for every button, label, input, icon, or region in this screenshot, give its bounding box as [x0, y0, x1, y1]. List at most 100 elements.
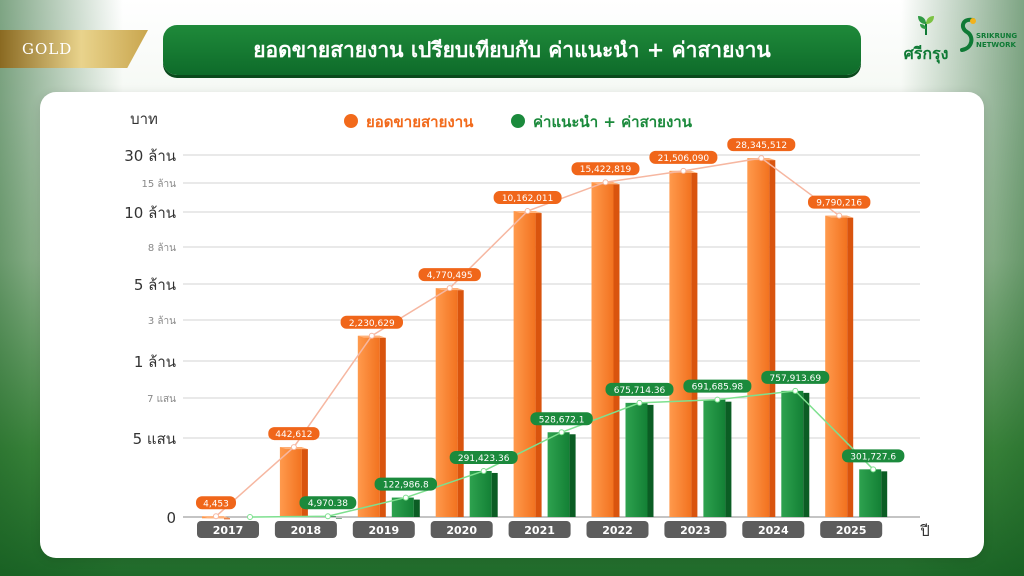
- sales-bar-side: [691, 172, 698, 518]
- commission-bar-side: [569, 434, 576, 517]
- sales-data-label-bg: [808, 195, 871, 209]
- sales-bar: [513, 211, 536, 517]
- sales-bar-side: [224, 518, 230, 520]
- commission-bar-side: [725, 401, 732, 517]
- commission-point: [480, 467, 487, 474]
- x-tick-pill: [586, 521, 649, 538]
- network-logo-line1: SRIKRUNG: [976, 32, 1018, 40]
- commission-point: [636, 399, 643, 406]
- sales-point: [602, 179, 609, 186]
- commission-point: [324, 513, 331, 520]
- sales-bar-side: [535, 213, 542, 517]
- sales-point: [836, 212, 843, 219]
- y-tick-label: 8 ล้าน: [148, 242, 176, 254]
- commission-data-label: 291,423.36: [458, 454, 510, 464]
- y-tick-label: 1 ล้าน: [134, 353, 176, 371]
- commission-point: [792, 387, 799, 394]
- sales-data-label-bg: [571, 162, 640, 176]
- sales-point: [290, 444, 297, 451]
- commission-point: [870, 466, 877, 473]
- commission-bar-side: [413, 499, 420, 517]
- sales-data-label: 15,422,819: [580, 165, 632, 175]
- commission-bar: [781, 390, 804, 517]
- x-tick-pill: [742, 521, 805, 538]
- sales-point: [446, 285, 453, 292]
- commission-data-label-bg: [761, 370, 830, 384]
- sales-point: [368, 332, 375, 339]
- legend-sales-swatch: [344, 114, 358, 128]
- x-tick-pill: [197, 521, 259, 538]
- commission-data-label: 122,986.8: [383, 481, 429, 491]
- commission-bar: [703, 399, 726, 517]
- sales-data-label-bg: [649, 150, 718, 164]
- x-tick-label: 2025: [836, 524, 867, 537]
- y-tick-label: 30 ล้าน: [124, 147, 176, 165]
- x-tick-label: 2020: [446, 524, 477, 537]
- sales-bar-side: [847, 217, 854, 518]
- sales-bar-side: [301, 449, 308, 517]
- commission-bar-side: [803, 392, 810, 517]
- x-tick-label: 2023: [680, 524, 711, 537]
- leaf-icon: [918, 16, 934, 35]
- x-tick-pill: [508, 521, 571, 538]
- page-title: ยอดขายสายงาน เปรียบเทียบกับ ค่าแนะนำ + ค…: [163, 25, 861, 75]
- commission-point: [247, 514, 253, 520]
- commission-data-label: 675,714.36: [614, 386, 666, 396]
- sales-data-label: 4,770,495: [427, 271, 473, 281]
- srikrung-logo: ศรีกรุง: [898, 14, 954, 70]
- x-tick-label: 2017: [213, 524, 244, 537]
- sales-point: [213, 513, 219, 520]
- gold-badge-label: GOLD: [22, 40, 73, 58]
- commission-data-label-bg: [374, 477, 437, 491]
- network-s-icon: [960, 17, 976, 52]
- srikrung-logo-text: ศรีกรุง: [903, 44, 949, 63]
- y-axis-label: บาท: [130, 110, 158, 128]
- commission-bar-side: [335, 518, 342, 519]
- y-tick-label: 10 ล้าน: [124, 204, 176, 222]
- x-tick-label: 2022: [602, 524, 633, 537]
- x-tick-label: 2018: [291, 524, 322, 537]
- commission-data-label-bg: [530, 412, 593, 426]
- sales-point: [758, 155, 765, 162]
- sales-data-label: 21,506,090: [658, 154, 710, 164]
- sales-data-label: 10,162,011: [502, 194, 554, 204]
- x-tick-label: 2024: [758, 524, 789, 537]
- sales-data-label: 9,790,216: [816, 199, 862, 209]
- x-tick-pill: [820, 521, 883, 538]
- legend-commission-swatch: [511, 114, 525, 128]
- y-tick-label: 0: [166, 509, 176, 527]
- sales-data-label-bg: [268, 427, 320, 441]
- commission-data-label: 528,672.1: [539, 415, 585, 425]
- sales-bar-side: [613, 184, 620, 517]
- x-tick-pill: [352, 521, 415, 538]
- sales-data-label-bg: [727, 138, 796, 152]
- sales-bar: [825, 215, 848, 518]
- commission-data-label: 301,727.6: [850, 452, 896, 462]
- sales-data-label: 2,230,629: [349, 319, 395, 329]
- x-axis-label: ปี: [919, 522, 929, 540]
- sales-bar: [435, 288, 458, 517]
- commission-data-label-bg: [683, 379, 752, 393]
- sales-data-label-bg: [340, 315, 403, 329]
- y-tick-label: 5 ล้าน: [134, 276, 176, 294]
- y-tick-label: 5 แสน: [133, 430, 176, 448]
- sales-data-label-bg: [196, 496, 236, 510]
- sales-data-label-bg: [493, 191, 562, 205]
- commission-point: [558, 429, 565, 436]
- commission-data-label-bg: [605, 382, 674, 396]
- sales-bar: [357, 335, 380, 517]
- commission-data-label-bg: [449, 450, 518, 464]
- sales-bar: [747, 158, 770, 517]
- sales-bar: [669, 170, 692, 518]
- gold-badge: GOLD: [0, 30, 148, 68]
- commission-bar-side: [881, 471, 888, 517]
- page-title-text: ยอดขายสายงาน เปรียบเทียบกับ ค่าแนะนำ + ค…: [253, 37, 771, 62]
- commission-bar: [859, 469, 882, 517]
- commission-bar: [625, 402, 648, 517]
- network-logo-line2: NETWORK: [976, 41, 1016, 49]
- sales-data-label: 442,612: [275, 430, 312, 440]
- commission-data-label-bg: [842, 449, 905, 463]
- sales-data-label-bg: [418, 268, 481, 282]
- commission-bar: [391, 497, 414, 517]
- commission-data-label: 691,685.98: [692, 383, 744, 393]
